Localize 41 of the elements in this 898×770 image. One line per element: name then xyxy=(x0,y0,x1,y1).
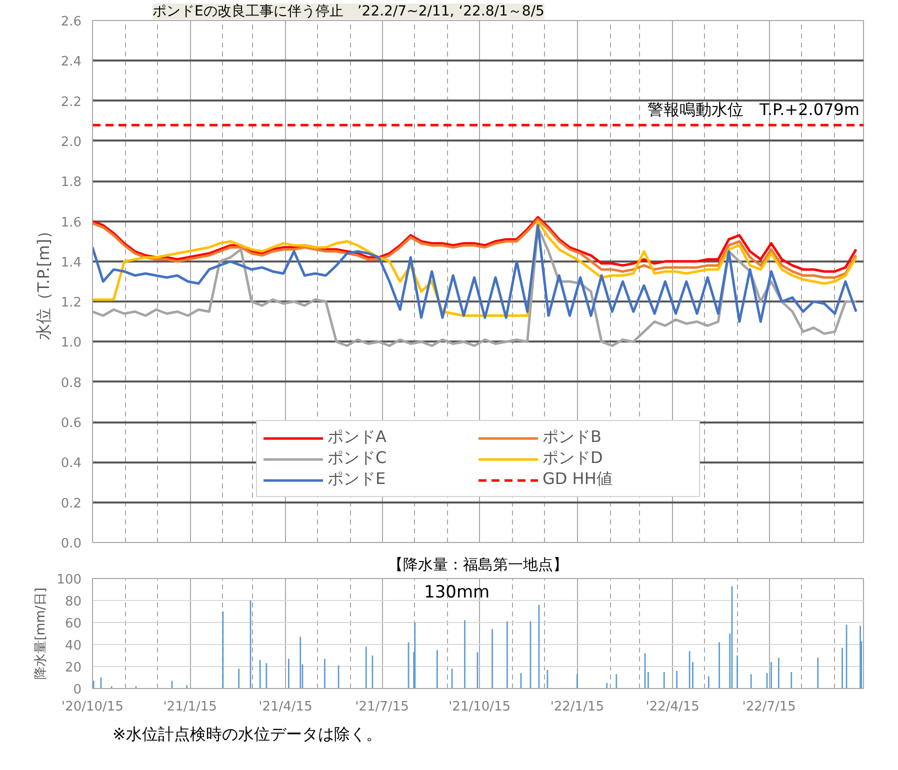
y-tick-label: 1.4 xyxy=(60,255,82,270)
y-tick-label: 60 xyxy=(64,616,82,632)
y-tick-label: 1.2 xyxy=(60,296,82,311)
x-tick-label: '21/1/15 xyxy=(163,700,217,714)
legend-label: ポンドE xyxy=(328,469,387,490)
chart-title: 【降水量：福島第一地点】 xyxy=(388,556,568,574)
y-tick-label: 0.8 xyxy=(60,376,82,391)
x-tick-label: '21/7/15 xyxy=(355,700,409,714)
x-tick-label: '21/10/15 xyxy=(448,700,511,714)
y-tick-label: 1.0 xyxy=(60,336,82,351)
y-axis-title: 水位（T.P.[m]） xyxy=(34,222,53,340)
legend-label: ポンドA xyxy=(328,427,388,448)
y-axis-title: 降水量[mm/日] xyxy=(34,588,49,680)
y-tick-label: 0.6 xyxy=(60,416,82,432)
y-tick-label: 80 xyxy=(64,594,82,610)
legend-label: GD HH値 xyxy=(542,469,614,490)
y-tick-label: 100 xyxy=(56,572,82,588)
y-tick-label: 40 xyxy=(64,638,82,654)
annotation: 警報鳴動水位 T.P.+2.079m xyxy=(648,100,860,120)
y-tick-label: 2.4 xyxy=(60,54,82,70)
x-tick-label: '22/4/15 xyxy=(646,700,700,714)
y-tick-label: 0 xyxy=(73,682,82,698)
x-tick-label: '20/10/15 xyxy=(62,700,124,714)
y-tick-label: 2.2 xyxy=(60,94,82,110)
y-tick-label: 1.6 xyxy=(60,215,82,230)
text: ポンドEの改良工事に伴う停止 ’22.2/7~2/11, ‘22.8/1～8/5 xyxy=(152,4,544,20)
y-tick-label: 1.8 xyxy=(60,175,82,190)
x-tick-label: '21/4/15 xyxy=(258,700,312,714)
y-tick-label: 0.0 xyxy=(60,536,82,552)
x-tick-label: '22/7/15 xyxy=(742,700,796,714)
y-tick-label: 2.6 xyxy=(60,14,82,30)
y-tick-label: 2.0 xyxy=(60,134,82,150)
text: ※水位計点検時の水位データは除く。 xyxy=(112,724,382,744)
legend-label: ポンドB xyxy=(542,427,602,448)
annotation: 130mm xyxy=(424,582,490,602)
legend-label: ポンドC xyxy=(328,448,388,469)
legend-label: ポンドD xyxy=(542,448,604,469)
y-tick-label: 0.4 xyxy=(60,456,82,472)
x-tick-label: '22/1/15 xyxy=(550,700,604,714)
y-tick-label: 20 xyxy=(64,660,82,676)
y-tick-label: 0.2 xyxy=(60,496,82,512)
